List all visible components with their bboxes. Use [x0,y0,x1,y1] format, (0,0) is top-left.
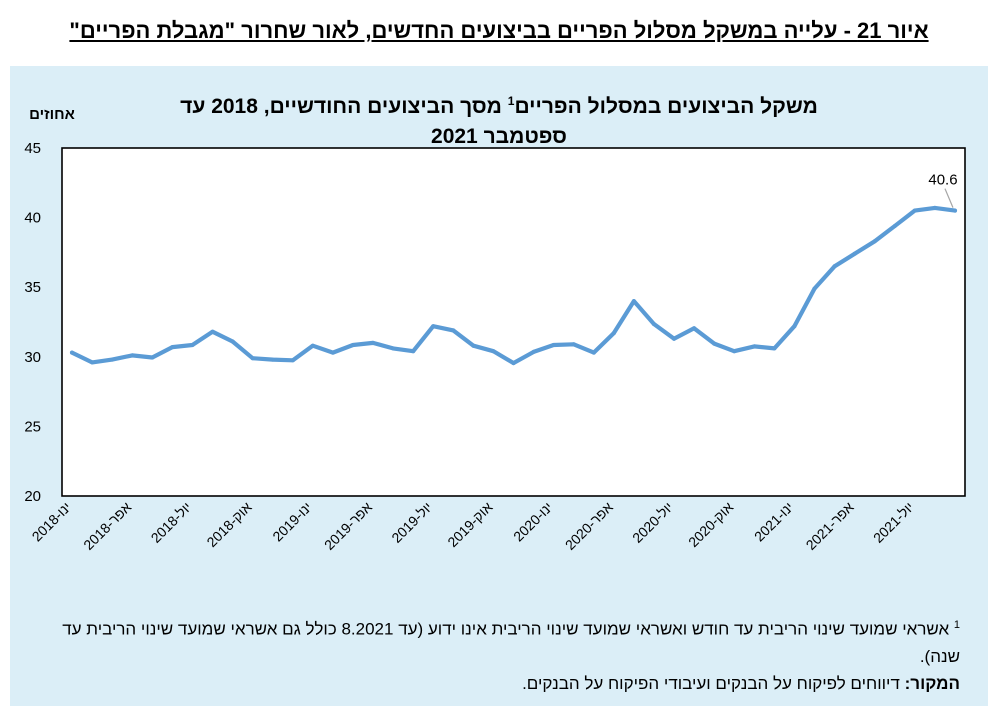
y-tick-label: 25 [24,418,41,435]
data-point [210,329,215,334]
data-point [230,339,235,344]
chart-title: משקל הביצועים במסלול הפריים1 מסך הביצועי… [180,94,818,148]
x-tick-label: אפר-2021 [803,499,857,553]
y-tick-label: 35 [24,279,41,296]
data-point [932,205,937,210]
data-point [170,345,175,350]
x-tick-label: יול-2019 [388,499,435,546]
data-point [471,343,476,348]
data-point [391,346,396,351]
data-point [330,350,335,355]
data-point [411,349,416,354]
data-point [872,239,877,244]
data-point [912,208,917,213]
data-point [491,349,496,354]
figure-title: איור 21 - עלייה במשקל מסלול הפריים בביצו… [69,18,929,43]
data-point [531,349,536,354]
data-point [832,264,837,269]
data-point [371,340,375,345]
x-tick-label: אפר-2020 [562,499,616,553]
data-point [752,344,757,349]
plot-area [61,147,966,497]
y-tick-label: 30 [24,349,41,366]
x-tick-label: ינו-2021 [751,499,797,545]
y-axis-label: אחוזים [29,106,75,123]
data-point [732,349,737,354]
data-point [792,324,797,329]
data-point [190,343,195,347]
end-value-label: 40.6 [928,172,957,189]
data-point [551,343,556,347]
footnote: 1 אשראי שמועד שינוי הריבית עד חודש ואשרא… [62,619,960,666]
source-note: המקור: דיווחים לפיקוח על הבנקים ועיבודי … [522,673,960,693]
x-tick-label: ינו-2020 [510,499,556,545]
x-tick-label: יול-2018 [148,499,195,546]
x-tick-label: ינו-2018 [29,499,75,545]
x-tick-label: אוק-2020 [685,499,736,550]
data-point [611,331,616,336]
data-point [270,357,275,362]
data-point [351,343,355,347]
data-point [310,343,315,348]
x-tick-label: אפר-2018 [80,499,134,553]
data-point [150,355,155,360]
data-point [451,328,456,333]
data-point [110,357,115,362]
data-point [672,336,676,341]
x-tick-label: ינו-2019 [269,499,315,545]
data-point [772,346,777,351]
data-point [652,322,656,327]
data-point [571,342,576,347]
y-tick-label: 45 [24,140,41,157]
data-point [712,341,717,346]
y-tick-label: 20 [24,488,41,505]
data-point [892,224,897,228]
data-point [130,353,135,358]
x-tick-label: יול-2021 [870,499,917,546]
x-tick-label: אוק-2019 [444,499,495,550]
x-tick-label: יול-2020 [629,499,676,546]
data-point [953,208,957,213]
data-point [511,361,516,366]
y-tick-label: 40 [24,210,41,227]
data-point [692,326,697,331]
data-point [431,324,436,329]
data-point [852,251,857,256]
x-tick-label: אפר-2019 [321,499,375,553]
data-point [70,350,74,355]
end-label-leader [944,188,954,208]
data-point [250,356,255,361]
data-point [812,286,817,291]
data-point [631,299,636,304]
data-point [90,360,95,365]
data-point [591,350,596,355]
x-tick-label: אוק-2018 [203,499,254,550]
notes: 1 אשראי שמועד שינוי הריבית עד חודש ואשרא… [30,612,960,697]
data-point [290,358,295,363]
